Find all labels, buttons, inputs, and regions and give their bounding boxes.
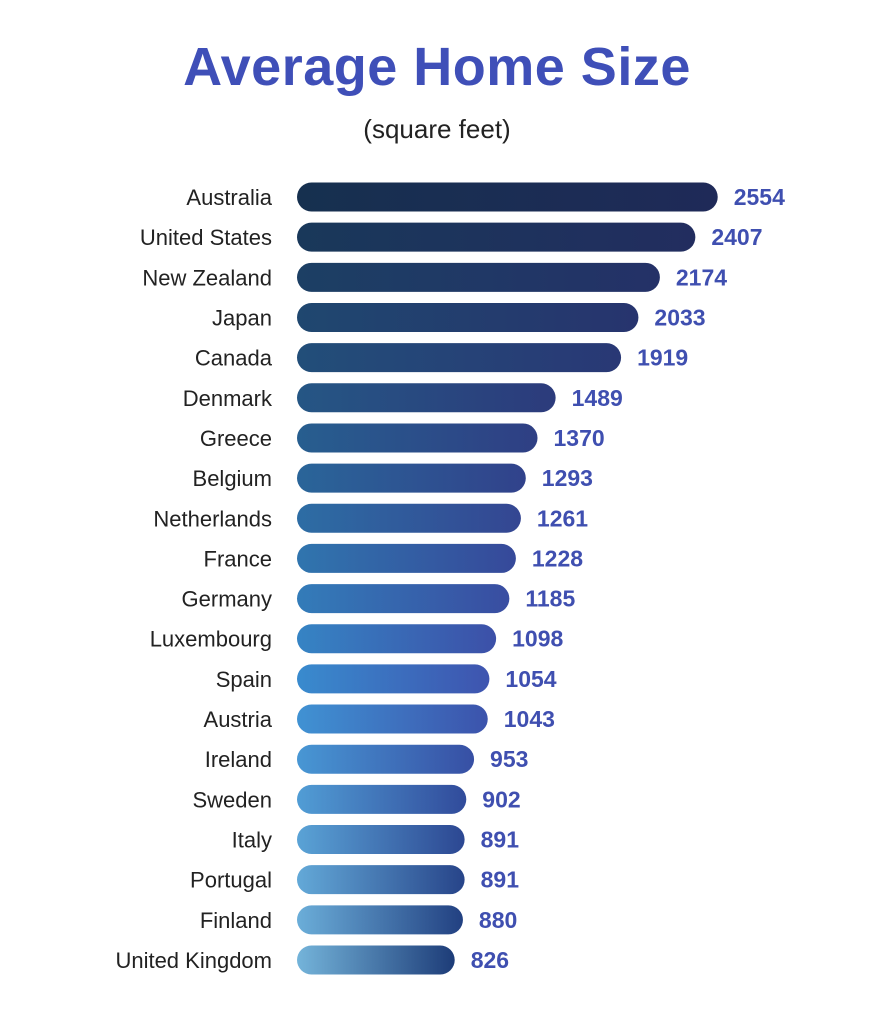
category-label: New Zealand [142,265,272,290]
value-label: 1185 [525,586,575,612]
category-label: Austria [204,707,273,732]
category-label: Netherlands [153,506,272,531]
value-label: 891 [481,827,520,853]
value-label: 2554 [734,184,785,210]
bar-sweden [297,784,467,814]
bar-belgium [297,463,526,493]
bar-luxembourg [297,624,497,654]
value-label: 2407 [711,224,762,250]
chart-subtitle: (square feet) [363,114,511,144]
bar-australia [297,182,718,212]
bar-denmark [297,383,556,413]
value-label: 1919 [637,345,688,371]
bar-canada [297,343,622,373]
category-label: Sweden [192,787,272,812]
value-label: 1293 [542,465,593,491]
value-label: 902 [482,786,520,812]
category-label: Japan [212,305,272,330]
value-label: 1261 [537,505,588,531]
category-label: Belgium [193,466,272,491]
bar-france [297,543,516,573]
value-label: 880 [479,907,517,933]
value-label: 2174 [676,264,727,290]
value-label: 2033 [654,304,705,330]
chart-title: Average Home Size [183,37,691,97]
bar-spain [297,664,490,694]
bar-ireland [297,744,475,774]
bar-germany [297,584,510,614]
bar-greece [297,423,538,453]
value-label: 953 [490,746,528,772]
value-label: 891 [481,867,520,893]
category-label: France [204,546,272,571]
category-label: Greece [200,426,272,451]
value-label: 1054 [505,666,556,692]
value-label: 1370 [554,425,605,451]
category-label: United Kingdom [115,948,272,973]
category-label: Germany [182,587,272,612]
bar-austria [297,704,488,734]
category-label: Denmark [183,386,273,411]
category-label: Australia [186,185,272,210]
value-label: 1489 [572,385,623,411]
bar-japan [297,302,639,332]
value-label: 1043 [504,706,555,732]
category-label: Finland [200,908,272,933]
bar-united-kingdom [297,945,455,975]
bar-new-zealand [297,262,660,292]
bar-united-states [297,222,696,252]
category-label: Canada [195,346,273,371]
bar-italy [297,825,465,855]
category-label: Luxembourg [150,627,272,652]
value-label: 1228 [532,545,583,571]
category-label: Portugal [190,868,272,893]
bar-portugal [297,865,465,895]
value-label: 826 [471,947,509,973]
category-label: United States [140,225,272,250]
category-label: Ireland [205,747,272,772]
category-label: Italy [232,828,272,853]
bar-netherlands [297,503,521,533]
category-label: Spain [216,667,272,692]
value-label: 1098 [512,626,563,652]
bar-finland [297,905,463,935]
